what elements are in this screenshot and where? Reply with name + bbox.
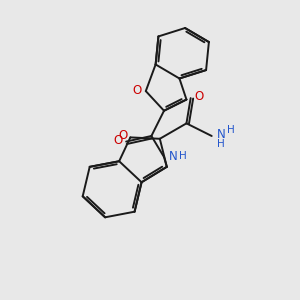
Text: H: H bbox=[226, 125, 234, 135]
Text: O: O bbox=[118, 129, 127, 142]
Text: O: O bbox=[194, 91, 203, 103]
Text: O: O bbox=[114, 134, 123, 147]
Text: N: N bbox=[217, 128, 226, 141]
Text: N: N bbox=[169, 150, 178, 163]
Text: O: O bbox=[133, 84, 142, 97]
Text: H: H bbox=[178, 152, 186, 161]
Text: H: H bbox=[217, 140, 224, 149]
